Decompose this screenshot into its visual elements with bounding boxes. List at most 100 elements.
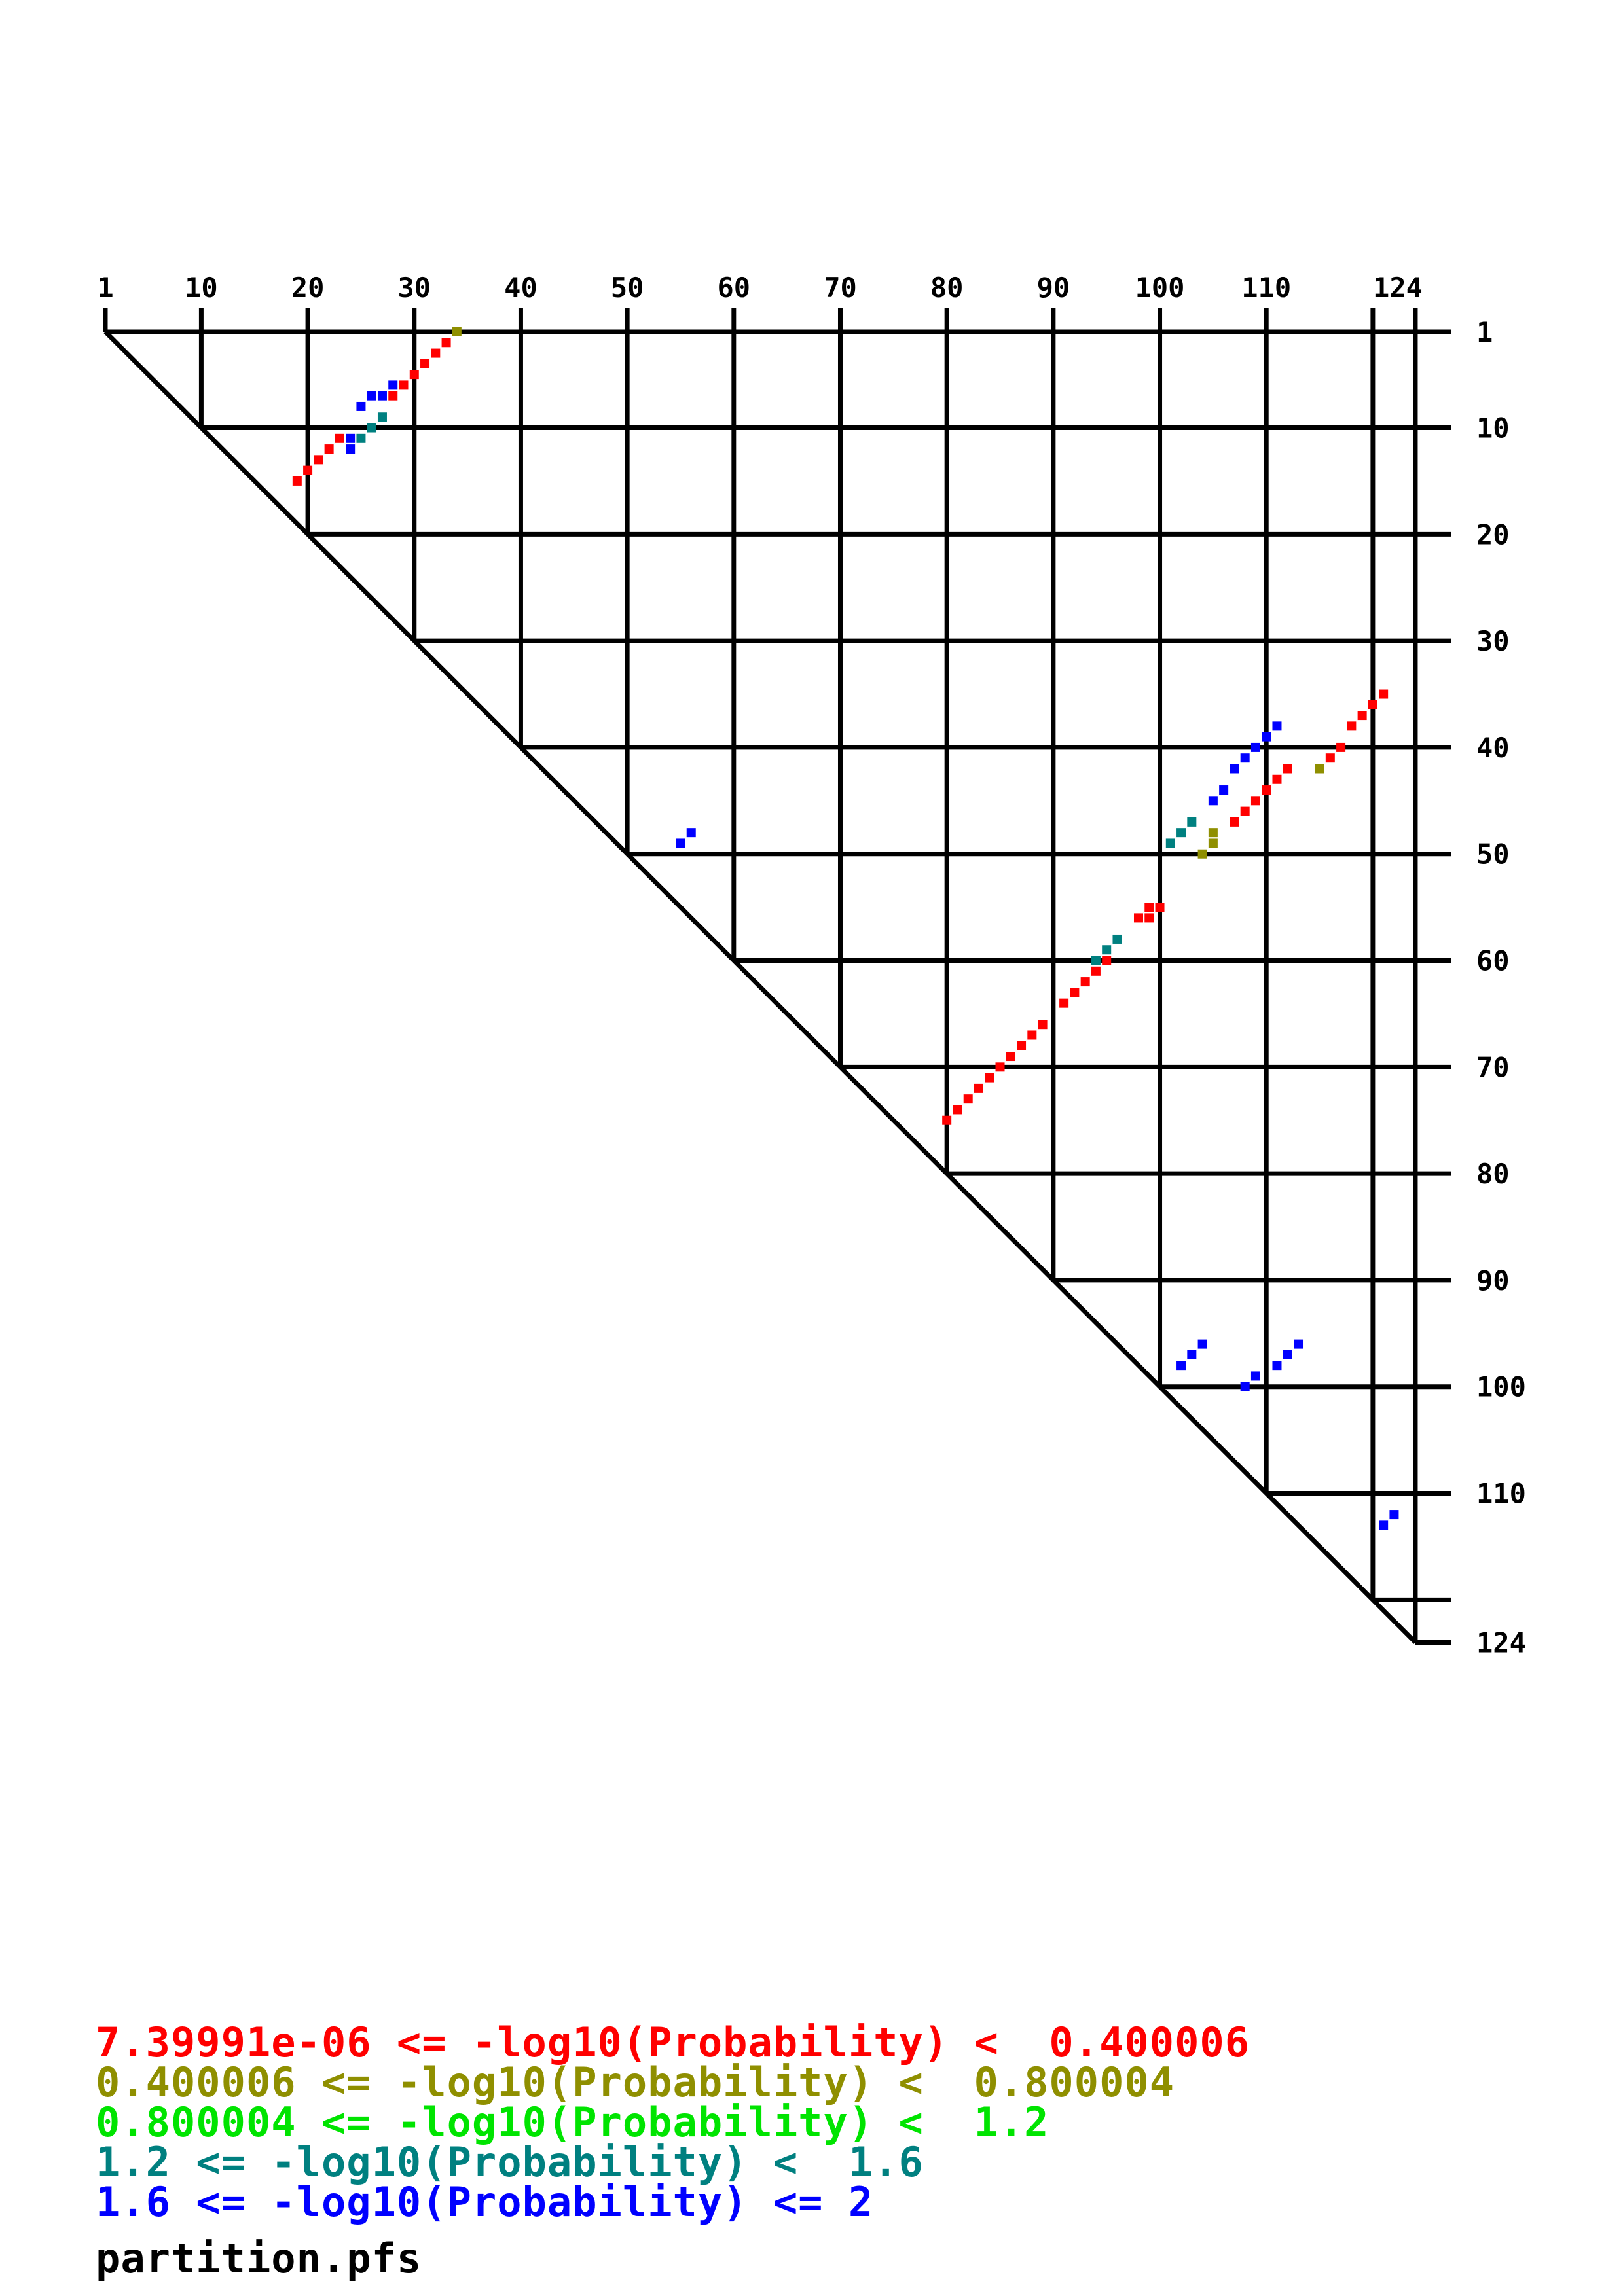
probability-dot-series-4 xyxy=(346,444,356,454)
probability-dot-series-4 xyxy=(1389,1510,1399,1520)
probability-dot-series-4 xyxy=(1250,742,1260,752)
top-axis-label-100: 100 xyxy=(1135,272,1185,304)
probability-dot-series-4 xyxy=(1379,1520,1389,1530)
probability-dot-series-3 xyxy=(1187,817,1197,827)
probability-dot-series-0 xyxy=(388,391,398,401)
legend-entry-teal: 1.2 <= -log10(Probability) < 1.6 xyxy=(96,2138,924,2186)
probability-dot-series-4 xyxy=(1208,796,1218,806)
probability-dot-series-3 xyxy=(377,412,387,422)
probability-dot-series-0 xyxy=(1080,977,1090,987)
probability-dot-series-4 xyxy=(377,391,387,401)
top-axis-label-80: 80 xyxy=(930,272,964,304)
probability-dot-series-4 xyxy=(356,401,366,411)
probability-dot-series-1 xyxy=(1315,764,1324,774)
diagonal xyxy=(103,330,1417,1644)
probability-dot-series-4 xyxy=(1262,732,1271,742)
probability-dot-series-0 xyxy=(292,476,302,486)
probability-dot-series-0 xyxy=(1347,721,1357,731)
probability-dot-series-0 xyxy=(1283,764,1292,774)
probability-dot-series-4 xyxy=(367,391,376,401)
probability-dot-series-0 xyxy=(974,1083,983,1093)
probability-dot-series-4 xyxy=(1272,721,1282,731)
probability-dot-series-0 xyxy=(1325,753,1335,763)
right-axis-label-90: 90 xyxy=(1476,1265,1510,1297)
top-axis-label-110: 110 xyxy=(1241,272,1291,304)
probability-dot-series-0 xyxy=(1262,785,1271,795)
probability-dot-series-0 xyxy=(985,1073,994,1083)
probability-dot-series-0 xyxy=(1155,903,1165,912)
probability-dot-series-0 xyxy=(1070,988,1080,997)
probability-dot-series-0 xyxy=(431,348,441,358)
probability-dot-series-4 xyxy=(1176,1361,1186,1371)
probability-dot-series-0 xyxy=(1102,956,1112,965)
probability-dot-series-0 xyxy=(953,1105,962,1115)
right-axis-label-40: 40 xyxy=(1476,732,1510,764)
probability-dot-series-0 xyxy=(1272,774,1282,784)
probability-dot-series-0 xyxy=(995,1062,1005,1072)
top-axis-label-90: 90 xyxy=(1037,272,1070,304)
probability-dot-series-4 xyxy=(346,433,356,443)
top-axis-label-40: 40 xyxy=(504,272,538,304)
top-axis-label-20: 20 xyxy=(291,272,325,304)
right-axis-label-20: 20 xyxy=(1476,518,1510,550)
probability-dot-series-1 xyxy=(1208,828,1218,838)
probability-dot-series-0 xyxy=(1230,817,1239,827)
legend-entry-green: 0.800004 <= -log10(Probability) < 1.2 xyxy=(96,2098,1049,2146)
right-axis-label-80: 80 xyxy=(1476,1158,1510,1190)
probability-dot-series-4 xyxy=(1230,764,1239,774)
probability-dot-series-4 xyxy=(676,838,685,848)
probability-dot-series-0 xyxy=(963,1094,973,1104)
probability-dot-series-4 xyxy=(1240,1382,1250,1391)
legend-entry-olive: 0.400006 <= -log10(Probability) < 0.8000… xyxy=(96,2058,1175,2106)
probability-dot-series-1 xyxy=(1197,849,1207,859)
probability-dot-series-4 xyxy=(388,380,398,390)
right-axis-label-30: 30 xyxy=(1476,625,1510,657)
probability-dot-series-0 xyxy=(1336,742,1346,752)
probability-dot-series-4 xyxy=(1294,1339,1304,1349)
probability-dot-series-4 xyxy=(1187,1350,1197,1359)
right-axis-label-1: 1 xyxy=(1476,316,1493,348)
right-axis-label-124: 124 xyxy=(1476,1626,1526,1659)
probability-dot-series-0 xyxy=(1240,806,1250,816)
probability-dot-series-0 xyxy=(1368,700,1377,709)
probability-dot-series-0 xyxy=(942,1115,952,1125)
probability-dot-series-0 xyxy=(399,380,409,390)
probability-dot-series-4 xyxy=(686,828,696,838)
top-axis-label-1: 1 xyxy=(97,272,113,304)
probability-dot-series-0 xyxy=(324,444,334,454)
probability-dot-series-3 xyxy=(356,433,366,443)
probability-dot-series-1 xyxy=(452,327,462,336)
probability-dot-series-0 xyxy=(1027,1030,1037,1040)
probability-dot-series-0 xyxy=(1006,1052,1015,1062)
probability-dot-series-0 xyxy=(1357,711,1367,721)
probability-dot-series-4 xyxy=(1219,785,1229,795)
right-axis-label-100: 100 xyxy=(1476,1371,1526,1403)
probability-dot-series-0 xyxy=(1017,1041,1027,1050)
right-axis-label-50: 50 xyxy=(1476,838,1510,870)
probability-dot-series-0 xyxy=(335,433,344,443)
probability-dot-series-3 xyxy=(1102,945,1112,955)
top-axis-label-70: 70 xyxy=(824,272,857,304)
probability-dot-series-4 xyxy=(1283,1350,1292,1359)
probability-dot-series-4 xyxy=(1250,1371,1260,1381)
probability-dot-series-4 xyxy=(1197,1339,1207,1349)
source-filename: partition.pfs xyxy=(96,2234,422,2282)
top-axis-label-60: 60 xyxy=(718,272,751,304)
legend-entry-red: 7.39991e-06 <= -log10(Probability) < 0.4… xyxy=(96,2018,1250,2066)
probability-dot-series-3 xyxy=(1176,828,1186,838)
probability-dot-series-3 xyxy=(1165,838,1175,848)
top-axis-label-50: 50 xyxy=(611,272,644,304)
right-axis-label-60: 60 xyxy=(1476,945,1510,977)
top-axis-label-30: 30 xyxy=(397,272,431,304)
right-axis-label-70: 70 xyxy=(1476,1051,1510,1083)
probability-dot-series-0 xyxy=(314,455,323,465)
probability-dot-series-0 xyxy=(1133,913,1143,923)
legend-entry-blue: 1.6 <= -log10(Probability) <= 2 xyxy=(96,2178,874,2226)
probability-dot-series-3 xyxy=(1112,934,1122,944)
probability-dot-series-0 xyxy=(420,359,430,368)
probability-dot-series-0 xyxy=(1250,796,1260,806)
probability-dot-series-0 xyxy=(1038,1020,1048,1030)
top-axis-label-10: 10 xyxy=(185,272,218,304)
top-axis-label-124: 124 xyxy=(1373,272,1423,304)
